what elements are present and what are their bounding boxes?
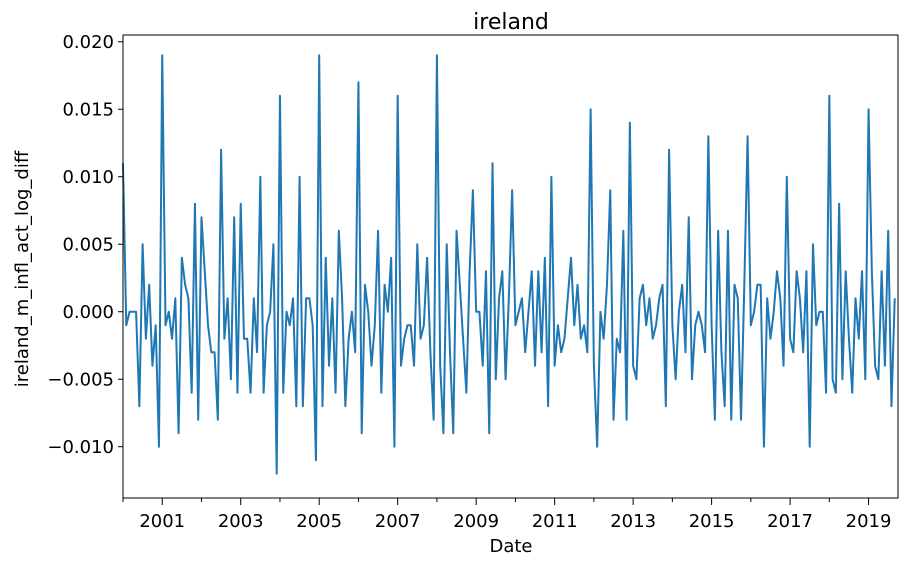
x-tick-label: 2013: [610, 511, 656, 532]
x-tick-label: 2015: [689, 511, 735, 532]
x-tick-label: 2003: [218, 511, 264, 532]
x-tick-label: 2011: [532, 511, 578, 532]
y-tick-label: 0.000: [62, 302, 114, 323]
plot-area: −0.010 −0.005 0.000 0.005 0.010 0.015 0.020 200…: [47, 32, 899, 532]
x-tick-label: 2005: [296, 511, 342, 532]
chart-title: ireland: [473, 10, 549, 35]
x-tick-label: 2001: [139, 511, 185, 532]
x-tick-label: 2009: [453, 511, 499, 532]
series-line: [122, 54, 896, 475]
y-tick-label: −0.005: [47, 370, 114, 391]
y-tick-label: −0.010: [47, 437, 114, 458]
y-tick-label: 0.020: [62, 32, 114, 53]
x-tick-label: 2019: [846, 511, 892, 532]
y-axis-label: ireland_m_infl_act_log_diff: [12, 150, 33, 387]
plot-frame: [122, 34, 899, 499]
x-tick-label: 2007: [375, 511, 421, 532]
y-tick-label: 0.015: [62, 100, 114, 121]
y-tick-label: 0.005: [62, 235, 114, 256]
x-tick-label: 2017: [767, 511, 813, 532]
x-axis-label: Date: [489, 536, 532, 557]
y-tick-label: 0.010: [62, 167, 114, 188]
